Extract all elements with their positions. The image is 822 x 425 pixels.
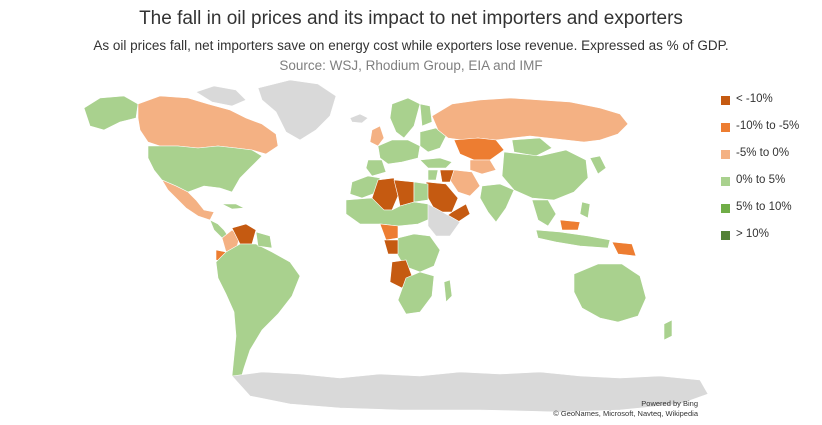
- region-guyana-suriname[interactable]: [255, 231, 273, 249]
- legend-swatch: [721, 177, 730, 186]
- legend-label: 0% to 5%: [736, 174, 786, 186]
- region-alaska[interactable]: [83, 95, 139, 131]
- region-greenland[interactable]: [257, 79, 337, 141]
- region-iberia[interactable]: [365, 159, 387, 177]
- region-europe-west[interactable]: [377, 139, 421, 165]
- region-kazakhstan[interactable]: [453, 137, 505, 161]
- region-eastern-europe[interactable]: [419, 127, 447, 153]
- region-mexico[interactable]: [161, 179, 215, 221]
- region-norway-sweden[interactable]: [389, 97, 421, 139]
- chart-subtitle: As oil prices fall, net importers save o…: [93, 38, 729, 53]
- region-usa[interactable]: [147, 145, 263, 193]
- region-iran[interactable]: [449, 169, 481, 197]
- region-levant[interactable]: [427, 169, 439, 181]
- region-papua[interactable]: [611, 241, 637, 257]
- region-sudan-horn[interactable]: [427, 203, 461, 237]
- region-madagascar[interactable]: [443, 279, 453, 303]
- region-philippines[interactable]: [579, 201, 591, 219]
- region-antarctica[interactable]: [231, 371, 709, 413]
- region-south-america[interactable]: [215, 243, 301, 383]
- powered-by-credit: Powered by Bing: [641, 399, 698, 408]
- legend-label: -5% to 0%: [736, 147, 790, 159]
- legend-label: > 10%: [736, 228, 769, 240]
- region-southern-africa[interactable]: [397, 271, 435, 315]
- region-indonesia[interactable]: [535, 229, 611, 249]
- region-china[interactable]: [501, 149, 589, 201]
- region-libya[interactable]: [393, 179, 415, 207]
- region-gabon-congo[interactable]: [383, 239, 399, 255]
- region-canada[interactable]: [137, 95, 279, 155]
- region-iceland[interactable]: [349, 113, 369, 124]
- chart-title: The fall in oil prices and its impact to…: [139, 8, 683, 29]
- legend-swatch: [721, 204, 730, 213]
- region-uk[interactable]: [369, 125, 385, 147]
- legend-swatch: [721, 96, 730, 105]
- legend-swatch: [721, 123, 730, 132]
- region-nigeria[interactable]: [379, 223, 399, 241]
- region-malaysia-brunei[interactable]: [559, 219, 581, 231]
- legend-label: < -10%: [736, 93, 773, 105]
- region-australia[interactable]: [573, 263, 647, 323]
- region-india[interactable]: [479, 183, 515, 223]
- chart-source: Source: WSJ, Rhodium Group, EIA and IMF: [279, 58, 543, 73]
- region-new-zealand[interactable]: [663, 319, 673, 341]
- map-data-credit: © GeoNames, Microsoft, Navteq, Wikipedia: [553, 409, 698, 418]
- region-central-asia[interactable]: [469, 159, 497, 175]
- region-korea-japan[interactable]: [589, 155, 607, 175]
- region-russia[interactable]: [431, 97, 629, 143]
- region-cuba[interactable]: [221, 203, 246, 210]
- legend-label: 5% to 10%: [736, 201, 792, 213]
- region-arctic-islands[interactable]: [195, 85, 247, 107]
- region-finland[interactable]: [419, 103, 433, 127]
- region-iraq[interactable]: [439, 169, 455, 183]
- region-egypt[interactable]: [413, 181, 429, 203]
- region-turkey[interactable]: [419, 157, 453, 169]
- legend-swatch: [721, 150, 730, 159]
- legend-swatch: [721, 231, 730, 240]
- region-southeast-asia[interactable]: [531, 199, 557, 227]
- region-mongolia[interactable]: [511, 137, 553, 157]
- legend-label: -10% to -5%: [736, 120, 800, 132]
